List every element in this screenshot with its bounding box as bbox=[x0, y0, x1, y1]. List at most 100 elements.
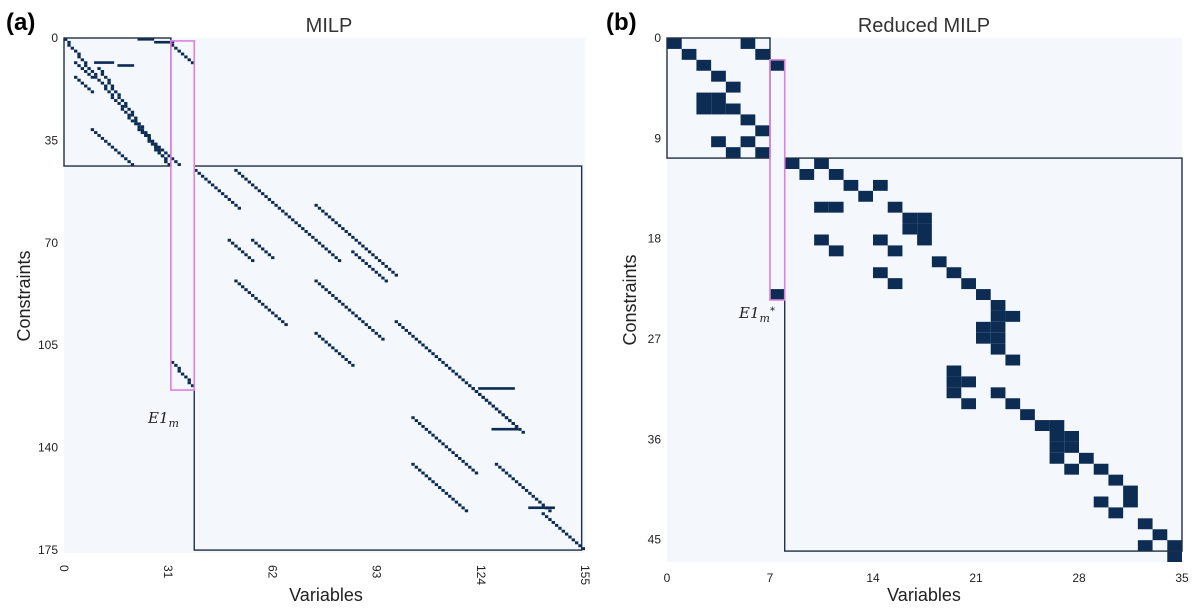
nonzero-cell bbox=[1049, 431, 1065, 442]
y-tick-label: 105 bbox=[38, 338, 58, 352]
nonzero-cell bbox=[344, 358, 348, 361]
nonzero-cell bbox=[247, 256, 252, 260]
nonzero-bar bbox=[154, 40, 175, 44]
nonzero-cell bbox=[414, 419, 419, 423]
nonzero-cell bbox=[114, 90, 118, 94]
nonzero-cell bbox=[261, 247, 265, 251]
nonzero-cell bbox=[418, 468, 422, 472]
nonzero-cell bbox=[488, 401, 492, 405]
nonzero-cell bbox=[1020, 409, 1035, 421]
nonzero-cell bbox=[481, 395, 485, 399]
nonzero-cell bbox=[411, 462, 415, 466]
nonzero-cell bbox=[1034, 420, 1050, 431]
nonzero-cell bbox=[127, 160, 131, 164]
nonzero-cell bbox=[357, 317, 362, 321]
nonzero-cell bbox=[387, 267, 392, 271]
nonzero-cell bbox=[696, 103, 712, 115]
nonzero-cell bbox=[873, 234, 888, 246]
nonzero-cell bbox=[458, 503, 462, 507]
nonzero-cell bbox=[431, 433, 435, 437]
panel-a-nonzero-cells bbox=[64, 38, 585, 551]
y-tick-label: 35 bbox=[45, 133, 59, 147]
nonzero-cell bbox=[696, 59, 712, 71]
nonzero-cell bbox=[508, 419, 512, 423]
x-tick-label: 93 bbox=[370, 565, 384, 579]
nonzero-cell bbox=[755, 48, 770, 60]
nonzero-cell bbox=[374, 256, 378, 260]
nonzero-cell bbox=[464, 462, 469, 466]
nonzero-cell bbox=[180, 52, 185, 56]
nonzero-cell bbox=[100, 72, 105, 76]
nonzero-cell bbox=[160, 154, 165, 158]
nonzero-cell bbox=[946, 267, 962, 279]
nonzero-cell bbox=[484, 398, 489, 402]
nonzero-cell bbox=[314, 203, 318, 207]
nonzero-cell bbox=[428, 430, 432, 434]
nonzero-cell bbox=[1005, 398, 1021, 410]
nonzero-cell bbox=[331, 218, 335, 222]
nonzero-cell bbox=[120, 104, 125, 108]
panel-a-ylabel: Constraints bbox=[14, 250, 34, 341]
nonzero-cell bbox=[200, 174, 205, 178]
nonzero-cell bbox=[1152, 529, 1168, 541]
nonzero-cell bbox=[264, 305, 268, 309]
nonzero-cell bbox=[578, 544, 582, 548]
y-tick-label: 140 bbox=[38, 441, 58, 455]
nonzero-cell bbox=[184, 375, 188, 379]
nonzero-cell bbox=[428, 349, 432, 353]
nonzero-cell bbox=[354, 238, 358, 242]
nonzero-cell bbox=[64, 38, 68, 41]
x-tick-label: 124 bbox=[474, 565, 488, 585]
nonzero-cell bbox=[444, 491, 449, 495]
nonzero-cell bbox=[518, 427, 522, 431]
nonzero-cell bbox=[468, 465, 472, 469]
nonzero-cell bbox=[321, 244, 325, 248]
nonzero-cell bbox=[224, 195, 228, 199]
nonzero-cell bbox=[110, 84, 115, 88]
nonzero-cell bbox=[351, 363, 355, 367]
nonzero-cell bbox=[334, 221, 338, 225]
nonzero-cell bbox=[351, 250, 355, 254]
nonzero-cell bbox=[281, 209, 285, 213]
nonzero-cell bbox=[770, 289, 785, 300]
nonzero-cell bbox=[1123, 496, 1138, 508]
nonzero-cell bbox=[317, 206, 322, 210]
nonzero-cell bbox=[117, 151, 121, 155]
nonzero-cell bbox=[170, 43, 175, 47]
nonzero-cell bbox=[799, 169, 815, 180]
panel-b-title: Reduced MILP bbox=[858, 15, 990, 37]
nonzero-cell bbox=[90, 70, 95, 73]
nonzero-cell bbox=[237, 171, 242, 175]
nonzero-cell bbox=[541, 503, 545, 507]
nonzero-cell bbox=[464, 509, 469, 513]
panel-b-y-ticks: 0 9 18 27 36 45 bbox=[648, 31, 662, 547]
nonzero-cell bbox=[344, 230, 348, 233]
nonzero-cell bbox=[314, 279, 318, 283]
nonzero-bar bbox=[491, 427, 519, 431]
nonzero-cell bbox=[77, 78, 81, 82]
nonzero-cell bbox=[237, 247, 242, 251]
panel-a-plot-area bbox=[64, 38, 585, 553]
nonzero-cell bbox=[110, 145, 115, 149]
nonzero-cell bbox=[428, 477, 432, 481]
nonzero-cell bbox=[441, 488, 445, 492]
nonzero-cell bbox=[828, 245, 844, 257]
nonzero-cell bbox=[514, 424, 519, 428]
nonzero-cell bbox=[180, 372, 185, 376]
nonzero-cell bbox=[534, 497, 539, 501]
nonzero-cell bbox=[97, 134, 101, 137]
nonzero-cell bbox=[976, 321, 991, 333]
nonzero-cell bbox=[284, 212, 288, 216]
nonzero-cell bbox=[267, 308, 272, 312]
nonzero-cell bbox=[551, 520, 555, 524]
nonzero-cell bbox=[104, 75, 108, 79]
nonzero-cell bbox=[711, 103, 726, 115]
nonzero-cell bbox=[361, 259, 365, 263]
nonzero-cell bbox=[431, 480, 435, 484]
nonzero-cell bbox=[271, 200, 275, 204]
nonzero-cell bbox=[1167, 540, 1182, 552]
nonzero-cell bbox=[667, 38, 682, 49]
nonzero-cell bbox=[434, 355, 439, 359]
nonzero-cell bbox=[418, 422, 422, 425]
